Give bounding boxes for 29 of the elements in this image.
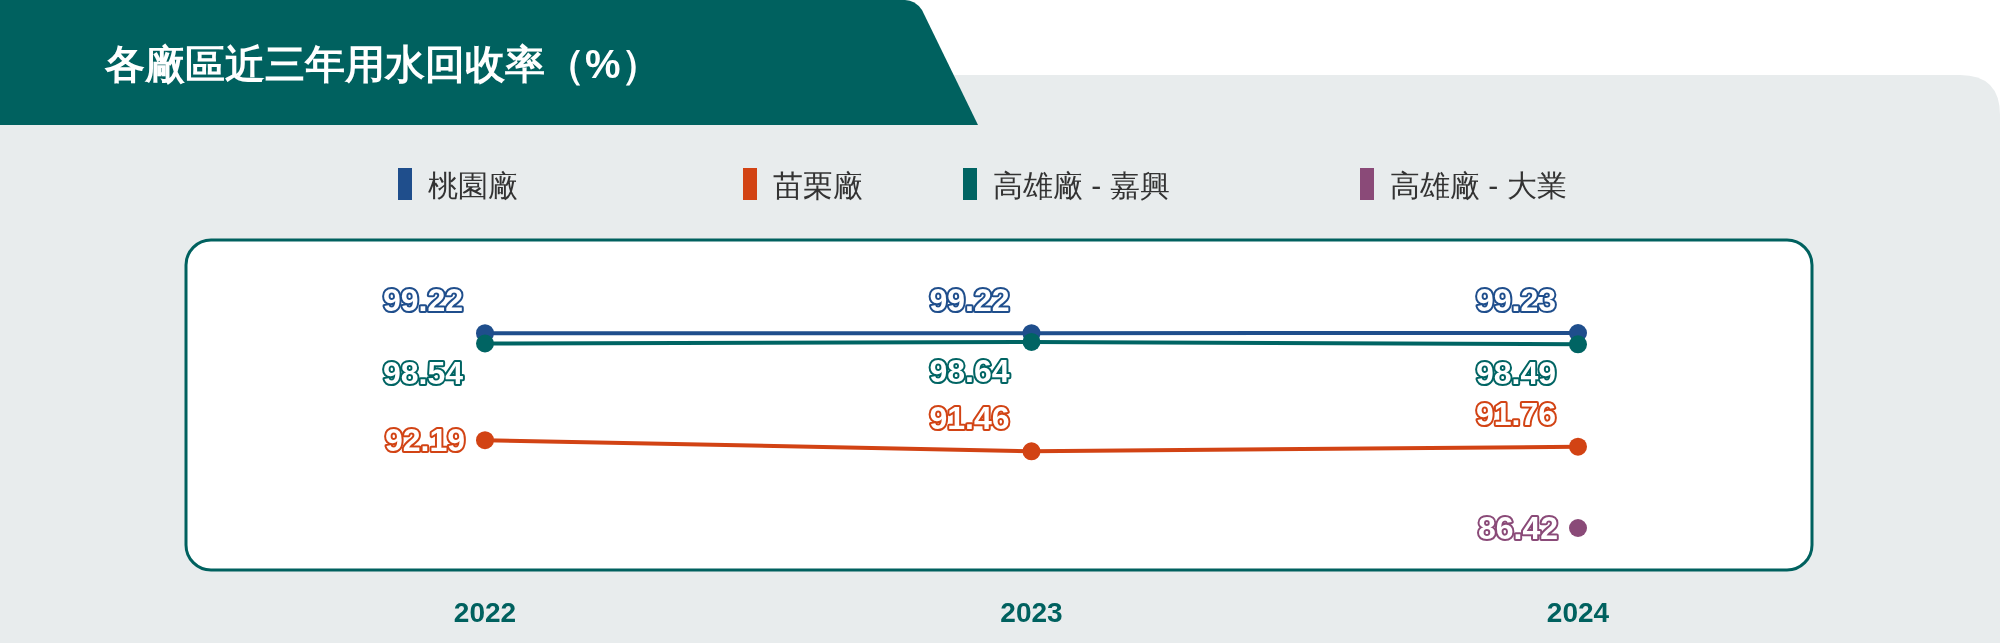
legend-label: 苗栗廠 <box>773 169 863 202</box>
data-label: 99.23 <box>1475 282 1557 318</box>
data-label: 98.64 <box>929 352 1010 389</box>
point <box>1022 332 1041 351</box>
legend-label: 高雄廠 - 大業 <box>1390 169 1567 202</box>
point <box>1569 519 1587 537</box>
legend-item: 高雄廠 - 嘉興 <box>963 168 1170 202</box>
point <box>1569 335 1587 354</box>
point <box>1569 437 1587 456</box>
data-label: 99.22 <box>382 282 464 319</box>
legend-item: 高雄廠 - 大業 <box>1360 168 1567 202</box>
data-label: 91.46 <box>929 400 1010 437</box>
point <box>476 334 494 353</box>
x-tick-label: 2022 <box>453 597 517 628</box>
data-label: 86.42 <box>1477 510 1558 546</box>
point <box>1022 442 1041 461</box>
data-label: 98.49 <box>1475 355 1557 392</box>
data-label: 98.54 <box>382 354 464 391</box>
data-label: 91.76 <box>1475 395 1557 432</box>
chart-title: 各廠區近三年用水回收率（%） <box>104 42 661 86</box>
point <box>476 431 494 450</box>
legend-label: 桃園廠 <box>428 169 518 202</box>
x-tick-label: 2023 <box>1000 597 1063 628</box>
x-tick-label: 2024 <box>1546 597 1610 628</box>
legend-item: 苗栗廠 <box>743 168 863 202</box>
legend-item: 桃園廠 <box>398 168 518 202</box>
legend-label: 高雄廠 - 嘉興 <box>993 169 1170 202</box>
data-label: 99.22 <box>929 282 1010 319</box>
data-label: 92.19 <box>384 422 465 459</box>
